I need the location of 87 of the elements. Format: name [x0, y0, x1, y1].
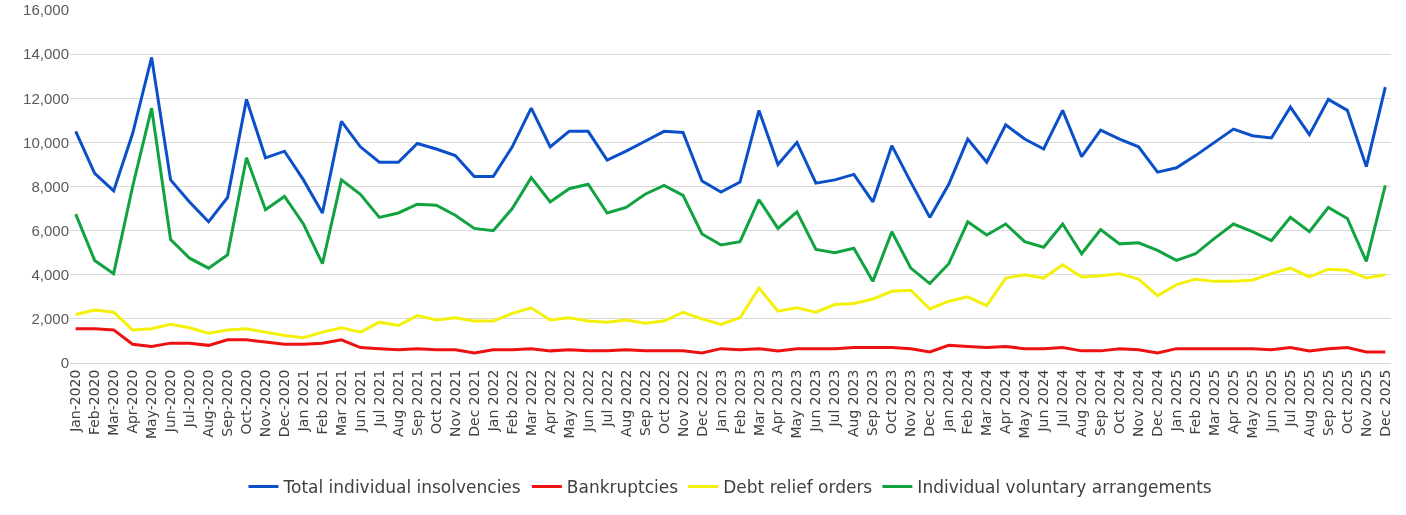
x-tick-label: Jul 2024 [1054, 369, 1071, 428]
x-tick-label: Sep 2023 [864, 369, 881, 437]
x-tick-label: Dec 2023 [921, 369, 938, 437]
y-tick-label: 14,000 [23, 45, 69, 63]
x-tick-label: Nov 2024 [1130, 369, 1147, 438]
x-tick-label: Jun 2022 [579, 369, 596, 433]
x-tick-label: Oct 2023 [883, 369, 900, 434]
x-tick-label: Jan 2021 [295, 369, 311, 433]
y-tick-label: 8,000 [31, 177, 69, 195]
legend-label: Total individual insolvencies [282, 477, 521, 498]
x-tick-label: Jan-2020 [67, 369, 84, 433]
x-tick-label: Sep-2020 [219, 369, 236, 437]
legend-label: Bankruptcies [566, 477, 679, 498]
x-tick-label: Aug-2020 [200, 369, 217, 438]
x-tick-label: Apr 2024 [997, 369, 1014, 434]
x-tick-label: Jul 2023 [826, 369, 843, 428]
x-tick-label: May 2024 [1016, 369, 1033, 439]
x-tick-label: Mar 2023 [750, 369, 767, 437]
x-tick-label: Jun-2020 [162, 369, 179, 434]
x-tick-label: Nov 2022 [674, 369, 691, 438]
x-tick-label: Oct 2022 [655, 369, 672, 434]
y-tick-label: 6,000 [31, 221, 69, 239]
x-tick-label: Jan 2025 [1168, 369, 1185, 433]
line-series [74, 263, 1387, 340]
line-series [74, 55, 1387, 224]
x-tick-label: Apr 2023 [769, 369, 786, 434]
x-tick-label: Feb-2020 [86, 369, 103, 436]
x-tick-label: Jul-2020 [181, 369, 198, 429]
x-tick-label: Jan 2023 [712, 369, 729, 433]
x-tick-label: Jan 2024 [940, 369, 957, 433]
x-tick-label: Oct 2021 [427, 369, 444, 434]
x-tick-label: Oct-2020 [238, 369, 255, 435]
x-tick-label: Sep 2021 [408, 369, 425, 437]
x-tick-label: Aug 2022 [617, 369, 634, 438]
x-tick-label: Oct 2024 [1111, 369, 1128, 434]
y-tick-label: 16,000 [23, 1, 69, 19]
x-tick-label: Oct 2025 [1338, 369, 1355, 434]
legend-label: Debt relief orders [723, 477, 873, 498]
x-tick-label: Feb 2024 [959, 369, 976, 435]
x-tick-label: Nov-2020 [257, 369, 274, 438]
x-tick-label: Jun 2021 [351, 369, 368, 433]
x-tick-label: Nov 2021 [446, 369, 463, 438]
x-tick-label: Sep 2022 [636, 369, 653, 437]
x-tick-label: Sep 2024 [1092, 369, 1109, 437]
x-tick-label: Nov 2023 [902, 369, 919, 438]
line-series [74, 327, 1387, 355]
x-tick-label: Nov 2025 [1357, 369, 1374, 438]
x-tick-label: Apr-2020 [124, 369, 141, 434]
x-tick-label: Apr 2025 [1225, 369, 1242, 434]
line-series [74, 106, 1387, 286]
y-tick-label: 12,000 [23, 89, 69, 107]
x-tick-label: Dec 2021 [465, 369, 482, 437]
x-tick-label: Feb 2022 [503, 369, 520, 435]
x-tick-label: Jul 2025 [1281, 369, 1298, 428]
legend-label: Individual voluntary arrangements [917, 477, 1212, 498]
x-tick-label: Feb 2023 [731, 369, 748, 435]
x-tick-label: Mar 2025 [1206, 369, 1223, 437]
x-tick-label: Aug 2024 [1073, 369, 1090, 438]
x-tick-label: Mar 2021 [332, 369, 349, 437]
x-tick-label: Dec 2022 [693, 369, 710, 437]
x-tick-label: Dec 2025 [1376, 369, 1393, 437]
x-tick-label: May 2023 [788, 369, 805, 439]
x-tick-label: Mar-2020 [105, 369, 122, 436]
x-tick-label: May-2020 [143, 369, 160, 439]
x-tick-label: Dec-2020 [276, 369, 293, 438]
x-tick-label: Dec 2024 [1149, 369, 1166, 437]
x-tick-label: Jul 2021 [370, 369, 387, 428]
x-tick-label: Jul 2022 [598, 369, 615, 428]
x-tick-label: Mar 2022 [522, 369, 539, 437]
y-tick-label: 4,000 [31, 266, 69, 283]
y-tick-label: 10,000 [23, 133, 69, 151]
x-tick-label: Feb 2021 [313, 369, 330, 435]
x-tick-label: Jun 2025 [1262, 369, 1279, 433]
x-tick-label: May 2022 [560, 369, 577, 439]
x-tick-label: Feb 2025 [1187, 369, 1204, 435]
x-tick-label: Jun 2023 [807, 369, 824, 433]
x-tick-label: Aug 2025 [1300, 369, 1317, 438]
x-tick-label: Mar 2024 [978, 369, 995, 437]
x-tick-label: Jan 2022 [484, 369, 501, 433]
x-tick-label: Aug 2023 [845, 369, 862, 438]
x-tick-label: Aug 2021 [389, 369, 406, 438]
x-tick-label: May 2025 [1244, 369, 1260, 439]
y-tick-label: 2,000 [31, 310, 69, 328]
x-tick-label: Sep 2025 [1319, 369, 1336, 437]
x-tick-label: Apr 2022 [541, 369, 558, 434]
y-tick-label: 0 [60, 354, 69, 372]
x-tick-label: Jun 2024 [1035, 369, 1052, 433]
